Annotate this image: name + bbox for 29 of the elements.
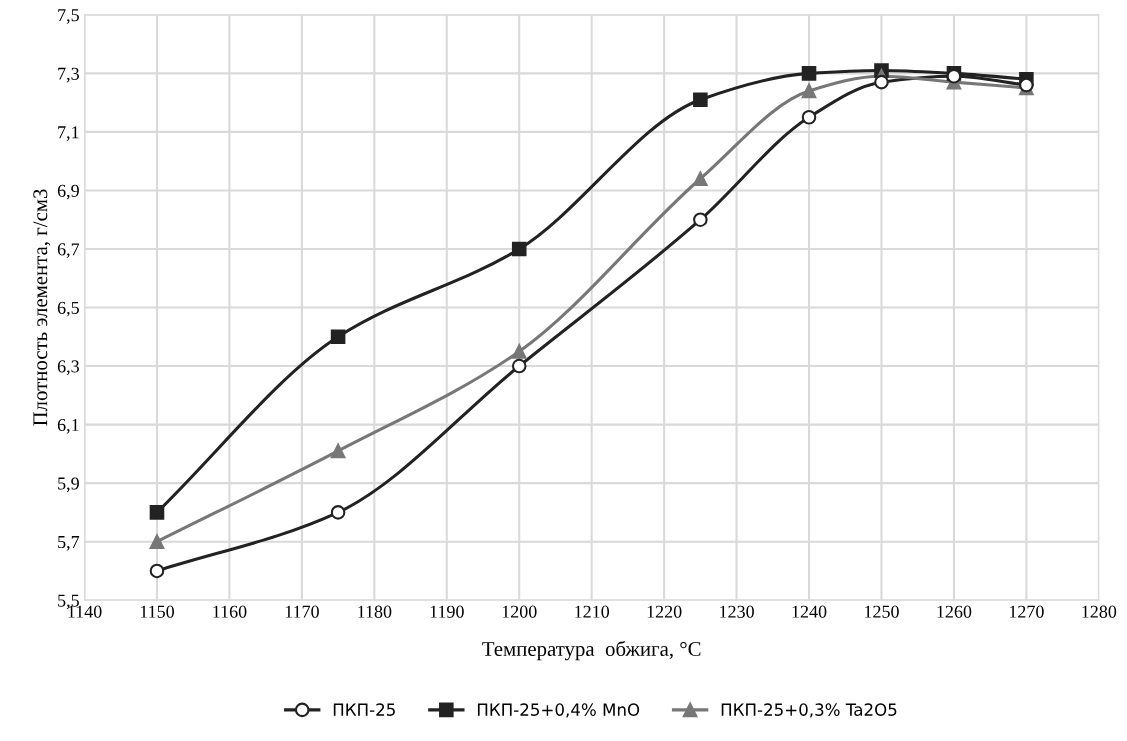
x-tick-label: 1150 bbox=[140, 605, 174, 618]
y-tick-label: 5,9 bbox=[58, 477, 79, 493]
x-tick-label: 1230 bbox=[720, 605, 754, 618]
x-tick-label: 1270 bbox=[1009, 605, 1044, 618]
y-tick-label: 6,9 bbox=[57, 184, 79, 200]
x-tick-label: 1240 bbox=[792, 605, 827, 618]
x-tick-label: 1250 bbox=[865, 605, 899, 618]
y-tick-label: 6,1 bbox=[57, 418, 79, 434]
x-tick-label: 1280 bbox=[1082, 605, 1117, 618]
y-tick-label: 7,1 bbox=[58, 126, 79, 141]
legend-label: ПКП-25+0,4% MnO bbox=[477, 703, 640, 718]
legend-label: ПКП-25+0,3% Ta2O5 bbox=[721, 703, 897, 718]
x-tick-label: 1210 bbox=[575, 605, 610, 618]
y-tick-label: 6,3 bbox=[57, 360, 79, 376]
y-tick-label: 6,5 bbox=[57, 301, 79, 317]
x-tick-label: 1190 bbox=[430, 605, 464, 618]
x-tick-label: 1160 bbox=[213, 605, 247, 618]
x-tick-label: 1220 bbox=[647, 605, 682, 618]
y-tick-label: 7,3 bbox=[58, 67, 79, 83]
x-tick-label: 1200 bbox=[502, 605, 537, 618]
y-tick-label: 5,7 bbox=[58, 536, 80, 551]
x-tick-label: 1180 bbox=[358, 605, 392, 618]
legend-label: ПКП-25 bbox=[333, 703, 395, 716]
x-axis-title: Температура обжига, °C bbox=[482, 640, 701, 661]
y-tick-label: 6,7 bbox=[57, 243, 80, 259]
y-tick-label: 7,5 bbox=[58, 9, 79, 24]
x-tick-label: 1170 bbox=[285, 605, 319, 618]
x-tick-label: 1260 bbox=[937, 605, 972, 618]
y-axis-title: Плотность элемента, г/см3 bbox=[33, 189, 51, 426]
